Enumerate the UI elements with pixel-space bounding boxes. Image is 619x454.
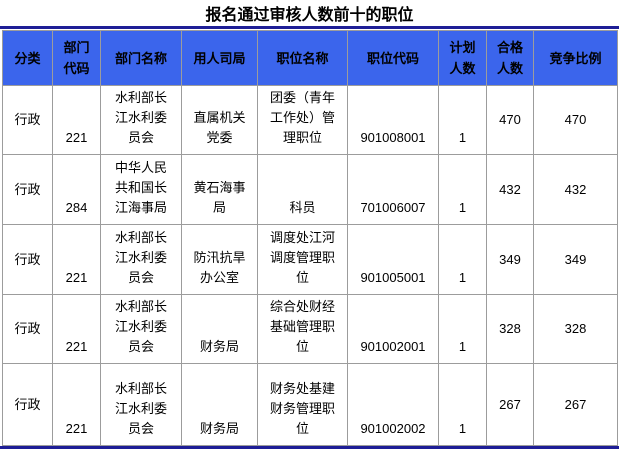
bottom-accent-line	[0, 446, 619, 449]
table-row: 行政 221 水利部长江水利委员会 财务局 财务处基建财务管理职位 901002…	[2, 363, 618, 446]
cell-dept-name: 水利部长江水利委员会	[100, 294, 182, 364]
col-header-position-code: 职位代码	[347, 30, 439, 86]
col-header-planned-count: 计划人数	[438, 30, 487, 86]
col-header-competition-ratio: 竞争比例	[533, 30, 618, 86]
cell-planned-count: 1	[438, 294, 487, 364]
cell-position-name: 科员	[257, 154, 348, 225]
cell-qualified-count: 267	[486, 363, 534, 446]
positions-table: 分类 部门代码 部门名称 用人司局 职位名称 职位代码 计划人数 合格人数 竞争…	[2, 30, 618, 446]
cell-position-name: 综合处财经基础管理职位	[257, 294, 348, 364]
col-header-category: 分类	[2, 30, 53, 86]
cell-dept-name: 水利部长江水利委员会	[100, 85, 182, 155]
col-header-dept-code: 部门代码	[52, 30, 101, 86]
cell-bureau: 直属机关党委	[181, 85, 258, 155]
cell-bureau: 防汛抗旱办公室	[181, 224, 258, 295]
cell-qualified-count: 328	[486, 294, 534, 364]
cell-qualified-count: 470	[486, 85, 534, 155]
cell-category: 行政	[2, 294, 53, 364]
cell-dept-code: 284	[52, 154, 101, 225]
cell-dept-code: 221	[52, 85, 101, 155]
top-accent-line	[0, 26, 619, 29]
cell-competition-ratio: 470	[533, 85, 618, 155]
table-row: 行政 221 水利部长江水利委员会 直属机关党委 团委（青年工作处）管理职位 9…	[2, 85, 618, 155]
cell-competition-ratio: 432	[533, 154, 618, 225]
cell-position-name: 调度处江河调度管理职位	[257, 224, 348, 295]
cell-bureau: 财务局	[181, 294, 258, 364]
cell-category: 行政	[2, 154, 53, 225]
col-header-bureau: 用人司局	[181, 30, 258, 86]
cell-category: 行政	[2, 224, 53, 295]
cell-position-code: 701006007	[347, 154, 439, 225]
cell-planned-count: 1	[438, 85, 487, 155]
cell-dept-code: 221	[52, 294, 101, 364]
cell-category: 行政	[2, 85, 53, 155]
cell-dept-name: 水利部长江水利委员会	[100, 224, 182, 295]
cell-competition-ratio: 267	[533, 363, 618, 446]
table-row: 行政 284 中华人民共和国长江海事局 黄石海事局 科员 701006007 1…	[2, 154, 618, 225]
col-header-qualified-count: 合格人数	[486, 30, 534, 86]
cell-category: 行政	[2, 363, 53, 446]
col-header-position-name: 职位名称	[257, 30, 348, 86]
col-header-dept-name: 部门名称	[100, 30, 182, 86]
cell-dept-code: 221	[52, 363, 101, 446]
cell-competition-ratio: 349	[533, 224, 618, 295]
cell-position-name: 团委（青年工作处）管理职位	[257, 85, 348, 155]
cell-dept-name: 中华人民共和国长江海事局	[100, 154, 182, 225]
table-row: 行政 221 水利部长江水利委员会 防汛抗旱办公室 调度处江河调度管理职位 90…	[2, 224, 618, 295]
cell-dept-code: 221	[52, 224, 101, 295]
cell-position-code: 901002001	[347, 294, 439, 364]
cell-bureau: 黄石海事局	[181, 154, 258, 225]
cell-planned-count: 1	[438, 363, 487, 446]
table-row: 行政 221 水利部长江水利委员会 财务局 综合处财经基础管理职位 901002…	[2, 294, 618, 364]
cell-position-name: 财务处基建财务管理职位	[257, 363, 348, 446]
cell-planned-count: 1	[438, 224, 487, 295]
cell-qualified-count: 432	[486, 154, 534, 225]
cell-position-code: 901005001	[347, 224, 439, 295]
cell-dept-name: 水利部长江水利委员会	[100, 363, 182, 446]
cell-bureau: 财务局	[181, 363, 258, 446]
cell-competition-ratio: 328	[533, 294, 618, 364]
cell-position-code: 901008001	[347, 85, 439, 155]
cell-qualified-count: 349	[486, 224, 534, 295]
page-title: 报名通过审核人数前十的职位	[205, 7, 414, 24]
header-row: 分类 部门代码 部门名称 用人司局 职位名称 职位代码 计划人数 合格人数 竞争…	[2, 30, 618, 86]
cell-planned-count: 1	[438, 154, 487, 225]
cell-position-code: 901002002	[347, 363, 439, 446]
